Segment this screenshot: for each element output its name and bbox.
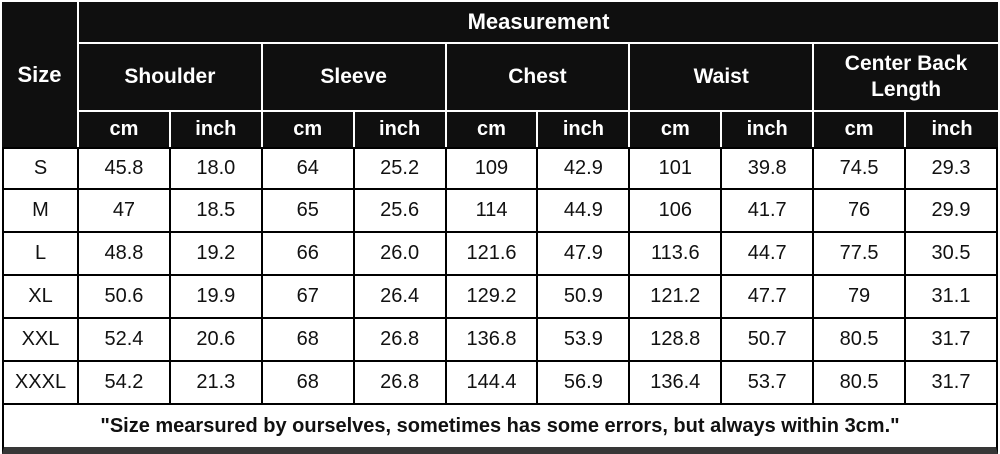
row-size-label: M bbox=[2, 190, 79, 233]
measurement-value: 80.5 bbox=[814, 362, 907, 405]
measurement-value: 18.5 bbox=[170, 190, 263, 233]
measurement-value: 44.7 bbox=[722, 233, 815, 276]
measurement-value: 26.8 bbox=[354, 319, 447, 362]
measurement-value: 54.2 bbox=[79, 362, 171, 405]
table-row-m: M 47 18.5 65 25.6 114 44.9 106 41.7 76 2… bbox=[2, 190, 998, 233]
measurement-value: 26.8 bbox=[354, 362, 447, 405]
header-row-groups: Shoulder Sleeve Chest Waist Center Back … bbox=[2, 44, 998, 112]
unit-header: cm bbox=[79, 112, 171, 147]
table-row-xxxl: XXXL 54.2 21.3 68 26.8 144.4 56.9 136.4 … bbox=[2, 362, 998, 405]
measurement-value: 106 bbox=[630, 190, 723, 233]
measurement-value: 21.3 bbox=[170, 362, 263, 405]
measurement-value: 25.6 bbox=[354, 190, 447, 233]
group-header-sleeve: Sleeve bbox=[262, 44, 447, 112]
measurement-value: 64 bbox=[262, 147, 355, 190]
measurement-value: 53.9 bbox=[538, 319, 631, 362]
measurement-value: 44.9 bbox=[538, 190, 631, 233]
measurement-value: 26.0 bbox=[354, 233, 447, 276]
measurement-value: 47.7 bbox=[722, 276, 815, 319]
row-size-label: XXXL bbox=[2, 362, 79, 405]
measurement-value: 50.9 bbox=[538, 276, 631, 319]
measurement-value: 79 bbox=[814, 276, 907, 319]
measurement-value: 68 bbox=[262, 319, 355, 362]
measurement-value: 77.5 bbox=[814, 233, 907, 276]
group-header-center-back-length-text: Center Back Length bbox=[844, 51, 968, 101]
measurement-value: 50.7 bbox=[722, 319, 815, 362]
unit-header: inch bbox=[722, 112, 815, 147]
measurement-value: 68 bbox=[262, 362, 355, 405]
measurement-value: 50.6 bbox=[79, 276, 171, 319]
measurement-value: 39.8 bbox=[722, 147, 815, 190]
measurement-value: 19.9 bbox=[170, 276, 263, 319]
measurement-value: 31.1 bbox=[906, 276, 998, 319]
measurement-value: 47.9 bbox=[538, 233, 631, 276]
measurement-value: 45.8 bbox=[79, 147, 171, 190]
unit-header: cm bbox=[630, 112, 723, 147]
measurement-value: 18.0 bbox=[170, 147, 263, 190]
table-row-xl: XL 50.6 19.9 67 26.4 129.2 50.9 121.2 47… bbox=[2, 276, 998, 319]
header-row-units: cm inch cm inch cm inch cm inch cm inch bbox=[2, 112, 998, 147]
measurement-value: 136.4 bbox=[630, 362, 723, 405]
measurement-value: 114 bbox=[446, 190, 539, 233]
measurement-value: 41.7 bbox=[722, 190, 815, 233]
measurement-value: 128.8 bbox=[630, 319, 723, 362]
group-header-waist: Waist bbox=[630, 44, 815, 112]
unit-header: cm bbox=[814, 112, 907, 147]
measurement-value: 19.2 bbox=[170, 233, 263, 276]
table-row-s: S 45.8 18.0 64 25.2 109 42.9 101 39.8 74… bbox=[2, 147, 998, 190]
measurement-value: 66 bbox=[262, 233, 355, 276]
measurement-value: 30.5 bbox=[906, 233, 998, 276]
table-title-measurement: Measurement bbox=[79, 2, 998, 44]
row-size-label: XL bbox=[2, 276, 79, 319]
table-row-l: L 48.8 19.2 66 26.0 121.6 47.9 113.6 44.… bbox=[2, 233, 998, 276]
group-header-chest: Chest bbox=[446, 44, 631, 112]
measurement-value: 67 bbox=[262, 276, 355, 319]
measurement-value: 56.9 bbox=[538, 362, 631, 405]
measurement-value: 121.2 bbox=[630, 276, 723, 319]
measurement-value: 136.8 bbox=[446, 319, 539, 362]
measurement-value: 74.5 bbox=[814, 147, 907, 190]
table-row-xxl: XXL 52.4 20.6 68 26.8 136.8 53.9 128.8 5… bbox=[2, 319, 998, 362]
unit-header: inch bbox=[538, 112, 631, 147]
unit-header: inch bbox=[354, 112, 447, 147]
measurement-value: 31.7 bbox=[906, 319, 998, 362]
row-size-label: S bbox=[2, 147, 79, 190]
header-row-measurement: Size Measurement bbox=[2, 2, 998, 147]
measurement-value: 109 bbox=[446, 147, 539, 190]
measurement-value: 26.4 bbox=[354, 276, 447, 319]
measurement-value: 20.6 bbox=[170, 319, 263, 362]
unit-header: inch bbox=[906, 112, 998, 147]
measurement-value: 29.9 bbox=[906, 190, 998, 233]
measurement-value: 47 bbox=[79, 190, 171, 233]
unit-header: inch bbox=[170, 112, 263, 147]
footnote-text: "Size mearsured by ourselves, sometimes … bbox=[2, 405, 998, 454]
measurement-value: 25.2 bbox=[354, 147, 447, 190]
footnote-row: "Size mearsured by ourselves, sometimes … bbox=[2, 405, 998, 454]
measurement-value: 53.7 bbox=[722, 362, 815, 405]
unit-header: cm bbox=[446, 112, 539, 147]
measurement-value: 113.6 bbox=[630, 233, 723, 276]
measurement-value: 144.4 bbox=[446, 362, 539, 405]
corner-header-size: Size bbox=[2, 2, 79, 147]
unit-header: cm bbox=[262, 112, 355, 147]
measurement-value: 48.8 bbox=[79, 233, 171, 276]
group-header-center-back-length: Center Back Length bbox=[814, 44, 998, 112]
measurement-value: 29.3 bbox=[906, 147, 998, 190]
measurement-value: 76 bbox=[814, 190, 907, 233]
measurement-value: 65 bbox=[262, 190, 355, 233]
measurement-value: 129.2 bbox=[446, 276, 539, 319]
measurement-value: 42.9 bbox=[538, 147, 631, 190]
measurement-value: 31.7 bbox=[906, 362, 998, 405]
group-header-shoulder: Shoulder bbox=[79, 44, 263, 112]
measurement-value: 52.4 bbox=[79, 319, 171, 362]
measurement-value: 101 bbox=[630, 147, 723, 190]
measurement-value: 80.5 bbox=[814, 319, 907, 362]
row-size-label: XXL bbox=[2, 319, 79, 362]
row-size-label: L bbox=[2, 233, 79, 276]
measurement-value: 121.6 bbox=[446, 233, 539, 276]
